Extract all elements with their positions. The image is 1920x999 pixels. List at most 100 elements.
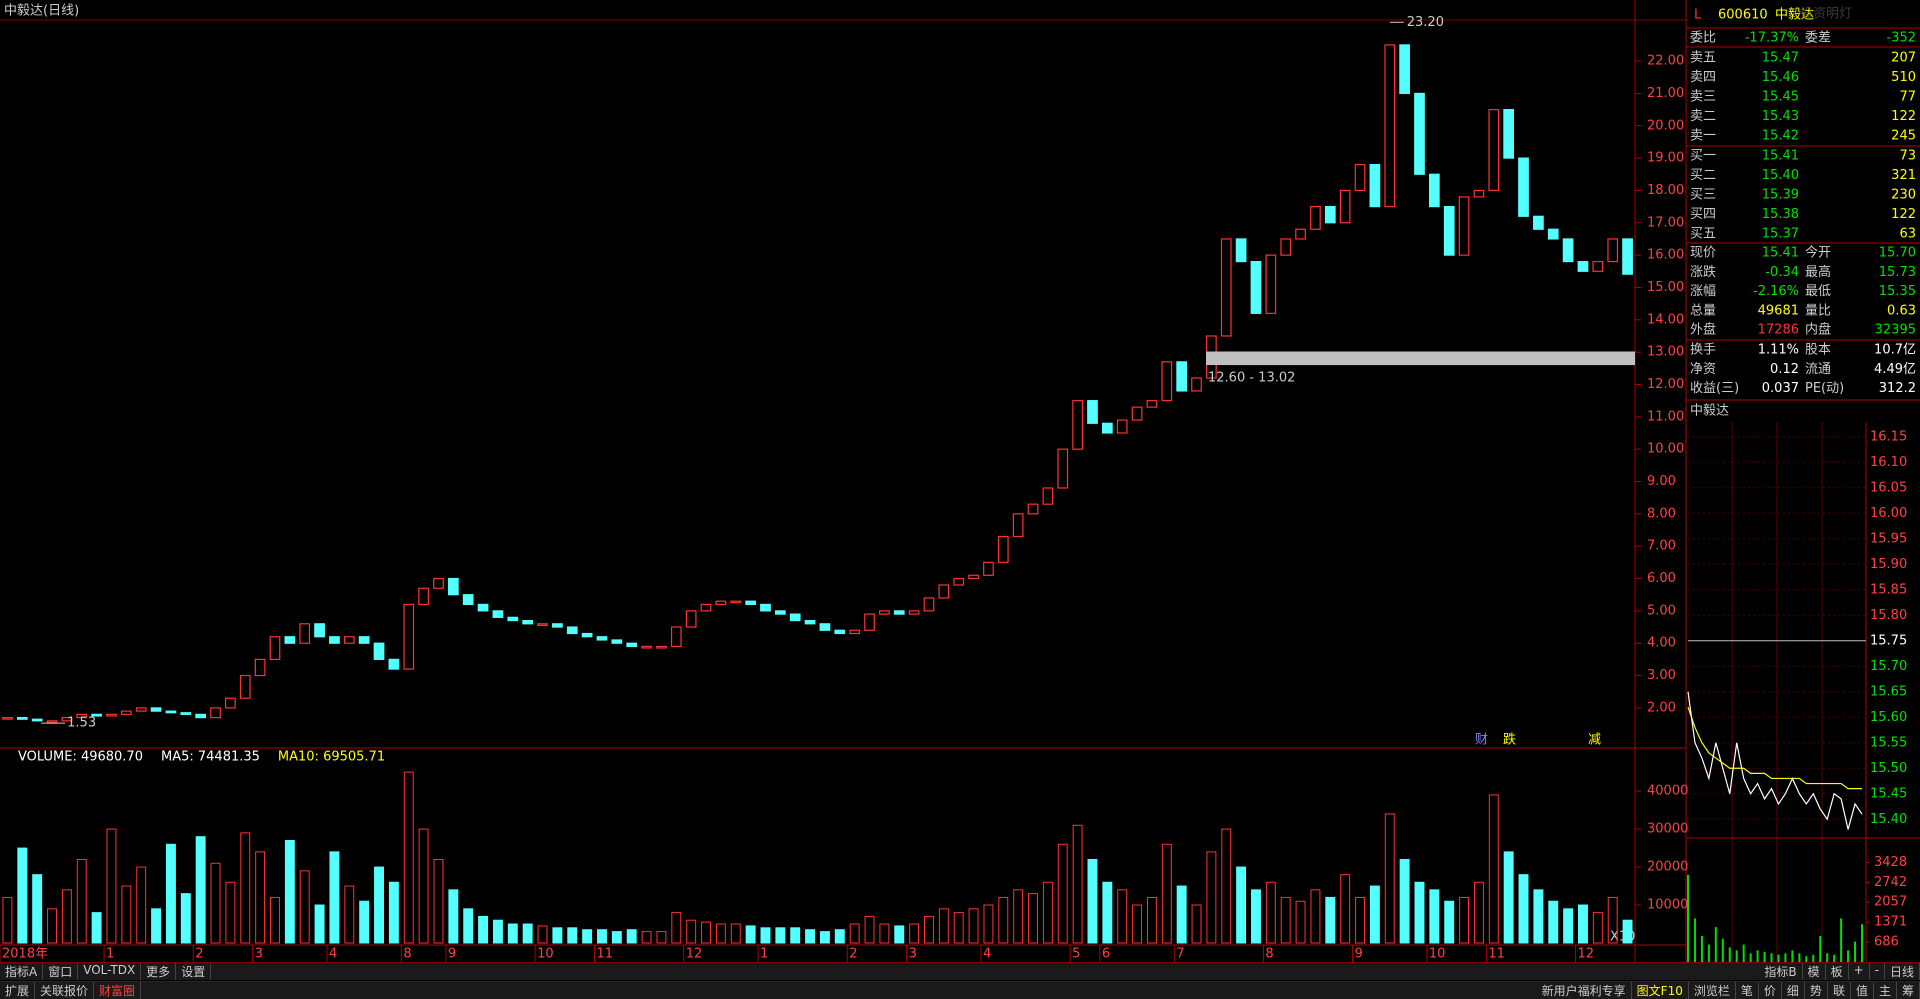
stat-label: 股本 [1805,343,1831,358]
volume-bar [255,851,266,944]
candle [745,600,756,606]
toolbar-button[interactable]: 模 [1803,963,1826,980]
toolbar-button[interactable]: 扩展 [0,982,36,999]
volume-bar [686,919,697,944]
toolbar-button[interactable]: VOL-TDX [78,963,142,980]
candle [1473,189,1485,198]
candle [1354,163,1366,192]
stat-value: 1.11% [1758,343,1799,358]
label: 委差 [1805,31,1831,46]
candle [447,577,459,596]
volume-bar [1518,874,1529,944]
toolbar-button[interactable]: 值 [1851,982,1874,999]
volume-bar [1042,881,1053,944]
high-label: 23.20 [1407,15,1444,30]
candle [418,587,429,606]
intraday-volume-bar [1791,950,1794,962]
intraday-volume-bar [1749,953,1752,962]
candle [1101,422,1113,434]
stat-label: 外盘 [1690,322,1716,338]
toolbar-button[interactable]: 筹 [1897,982,1920,999]
candle [1057,448,1069,489]
volume-bar [418,828,429,944]
toolbar-button[interactable]: 联 [1828,982,1851,999]
toolbar-button[interactable]: 日线 [1885,963,1920,980]
y-tick-label: 3.00 [1647,668,1676,683]
toolbar-button[interactable]: 设置 [176,963,212,980]
support-band [1206,351,1635,366]
candle [150,707,162,712]
value: -352 [1886,31,1916,46]
volume-header: VOLUME: 49680.70 [18,750,143,765]
toolbar-button[interactable]: 窗口 [43,963,79,980]
toolbar-button[interactable]: 板 [1826,963,1849,980]
candle [552,623,563,628]
toolbar-button[interactable]: 主 [1874,982,1897,999]
candle [1503,108,1515,159]
candle [1369,163,1381,208]
volume-bar [314,904,325,944]
y-tick-label: 15.90 [1870,557,1907,572]
volume-bar [953,912,964,944]
toolbar-button[interactable]: 指标A [0,963,44,980]
toolbar-button[interactable]: - [1870,963,1885,980]
candle [1488,108,1500,192]
toolbar-button[interactable]: 笔 [1736,982,1759,999]
candle [923,597,935,612]
volume-bar [1295,900,1306,944]
candle [135,707,147,712]
chart: 中毅达(日线) 2.00 3.00 4.00 5.00 6.00 7.00 8.00 9.00… [0,0,1920,962]
y-tick-label: 4.00 [1647,636,1676,651]
y-tick-label: 15.85 [1870,582,1907,597]
volume-bar [968,908,979,944]
toolbar-button[interactable]: 势 [1805,982,1828,999]
candle [938,584,950,599]
toolbar-button[interactable]: 财富圈 [94,982,142,999]
stat-value: 15.35 [1879,284,1916,299]
volume-bar [1340,874,1351,944]
y-tick-label: 15.55 [1870,735,1907,750]
y-tick-label: 686 [1874,935,1899,950]
candle [1443,206,1455,256]
book-volume: 230 [1891,188,1916,203]
volume-bar [701,921,711,944]
book-price: 15.40 [1762,168,1799,183]
toolbar-button[interactable]: + [1849,963,1870,980]
toolbar-button[interactable]: 更多 [141,963,177,980]
volume-bar [938,908,949,944]
candle [1518,157,1529,217]
candle [1562,238,1574,263]
volume-bar [1503,851,1514,944]
volume-bar [611,931,622,944]
toolbar-button[interactable]: 新用户福利专享 [1537,982,1632,999]
toolbar-button[interactable]: 价 [1759,982,1782,999]
volume-bar [492,919,503,944]
candle [462,594,474,606]
volume-bar [165,843,176,944]
book-volume: 122 [1891,207,1916,222]
stat-label: 涨跌 [1690,264,1716,280]
candle [1042,487,1054,505]
volume-bar [879,923,890,944]
candle [1235,238,1247,263]
volume-bar [1028,893,1038,944]
y-tick-label: 6.00 [1647,571,1676,586]
volume-bar [1280,896,1291,944]
volume-bar [1473,881,1484,944]
toolbar-button[interactable]: 细 [1782,982,1805,999]
candle [760,603,771,612]
toolbar-button[interactable]: 浏览栏 [1689,982,1736,999]
x-tick-label: 4 [329,947,337,962]
candle [1592,260,1604,272]
y-tick-label: 40000 [1647,784,1688,799]
toolbar-button[interactable]: 指标B [1759,963,1803,980]
toolbar-button[interactable]: 图文F10 [1632,982,1689,999]
x-tick-label: 2 [195,947,203,962]
intraday-volume-bar [1693,918,1696,962]
toolbar-button[interactable]: 关联报价 [35,982,95,999]
x-tick-label: 11 [597,947,614,962]
y-tick-label: 5.00 [1647,603,1676,618]
candle [1131,406,1143,421]
candle [195,713,207,719]
candle [1265,254,1277,314]
